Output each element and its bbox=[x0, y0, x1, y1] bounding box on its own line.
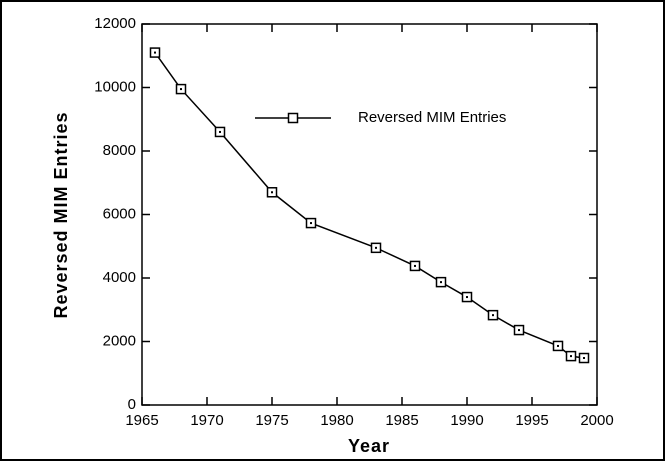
point-dot bbox=[219, 130, 221, 133]
point-dot bbox=[154, 51, 156, 54]
y-tick-label: 10000 bbox=[94, 78, 136, 95]
y-tick-label: 0 bbox=[128, 396, 136, 413]
y-tick-label: 12000 bbox=[94, 15, 136, 32]
point-dot bbox=[570, 355, 572, 358]
y-tick-label: 8000 bbox=[103, 142, 136, 159]
legend-label: Reversed MIM Entries bbox=[358, 109, 506, 126]
x-tick-label: 1970 bbox=[190, 412, 223, 429]
point-dot bbox=[414, 264, 416, 267]
x-tick-label: 1980 bbox=[320, 412, 353, 429]
x-tick-label: 1985 bbox=[385, 412, 418, 429]
x-tick-label: 1990 bbox=[450, 412, 483, 429]
point-dot bbox=[518, 329, 520, 332]
x-tick-label: 1975 bbox=[255, 412, 288, 429]
point-dot bbox=[557, 344, 559, 347]
y-axis-label: Reversed MIM Entries bbox=[51, 111, 71, 318]
point-dot bbox=[466, 296, 468, 299]
x-tick-label: 1965 bbox=[125, 412, 158, 429]
x-tick-label: 1995 bbox=[515, 412, 548, 429]
point-dot bbox=[180, 88, 182, 91]
y-tick-label: 6000 bbox=[103, 205, 136, 222]
plot-frame bbox=[141, 23, 598, 406]
x-tick-label: 2000 bbox=[580, 412, 613, 429]
point-dot bbox=[492, 314, 494, 317]
point-dot bbox=[271, 191, 273, 194]
point-dot bbox=[310, 222, 312, 225]
point-dot bbox=[583, 357, 585, 360]
legend-marker bbox=[287, 112, 299, 124]
point-dot bbox=[375, 246, 377, 249]
y-tick-label: 2000 bbox=[103, 332, 136, 349]
x-axis-label: Year bbox=[348, 436, 390, 456]
y-tick-label: 4000 bbox=[103, 269, 136, 286]
series-line bbox=[154, 52, 585, 359]
point-dot bbox=[440, 281, 442, 284]
